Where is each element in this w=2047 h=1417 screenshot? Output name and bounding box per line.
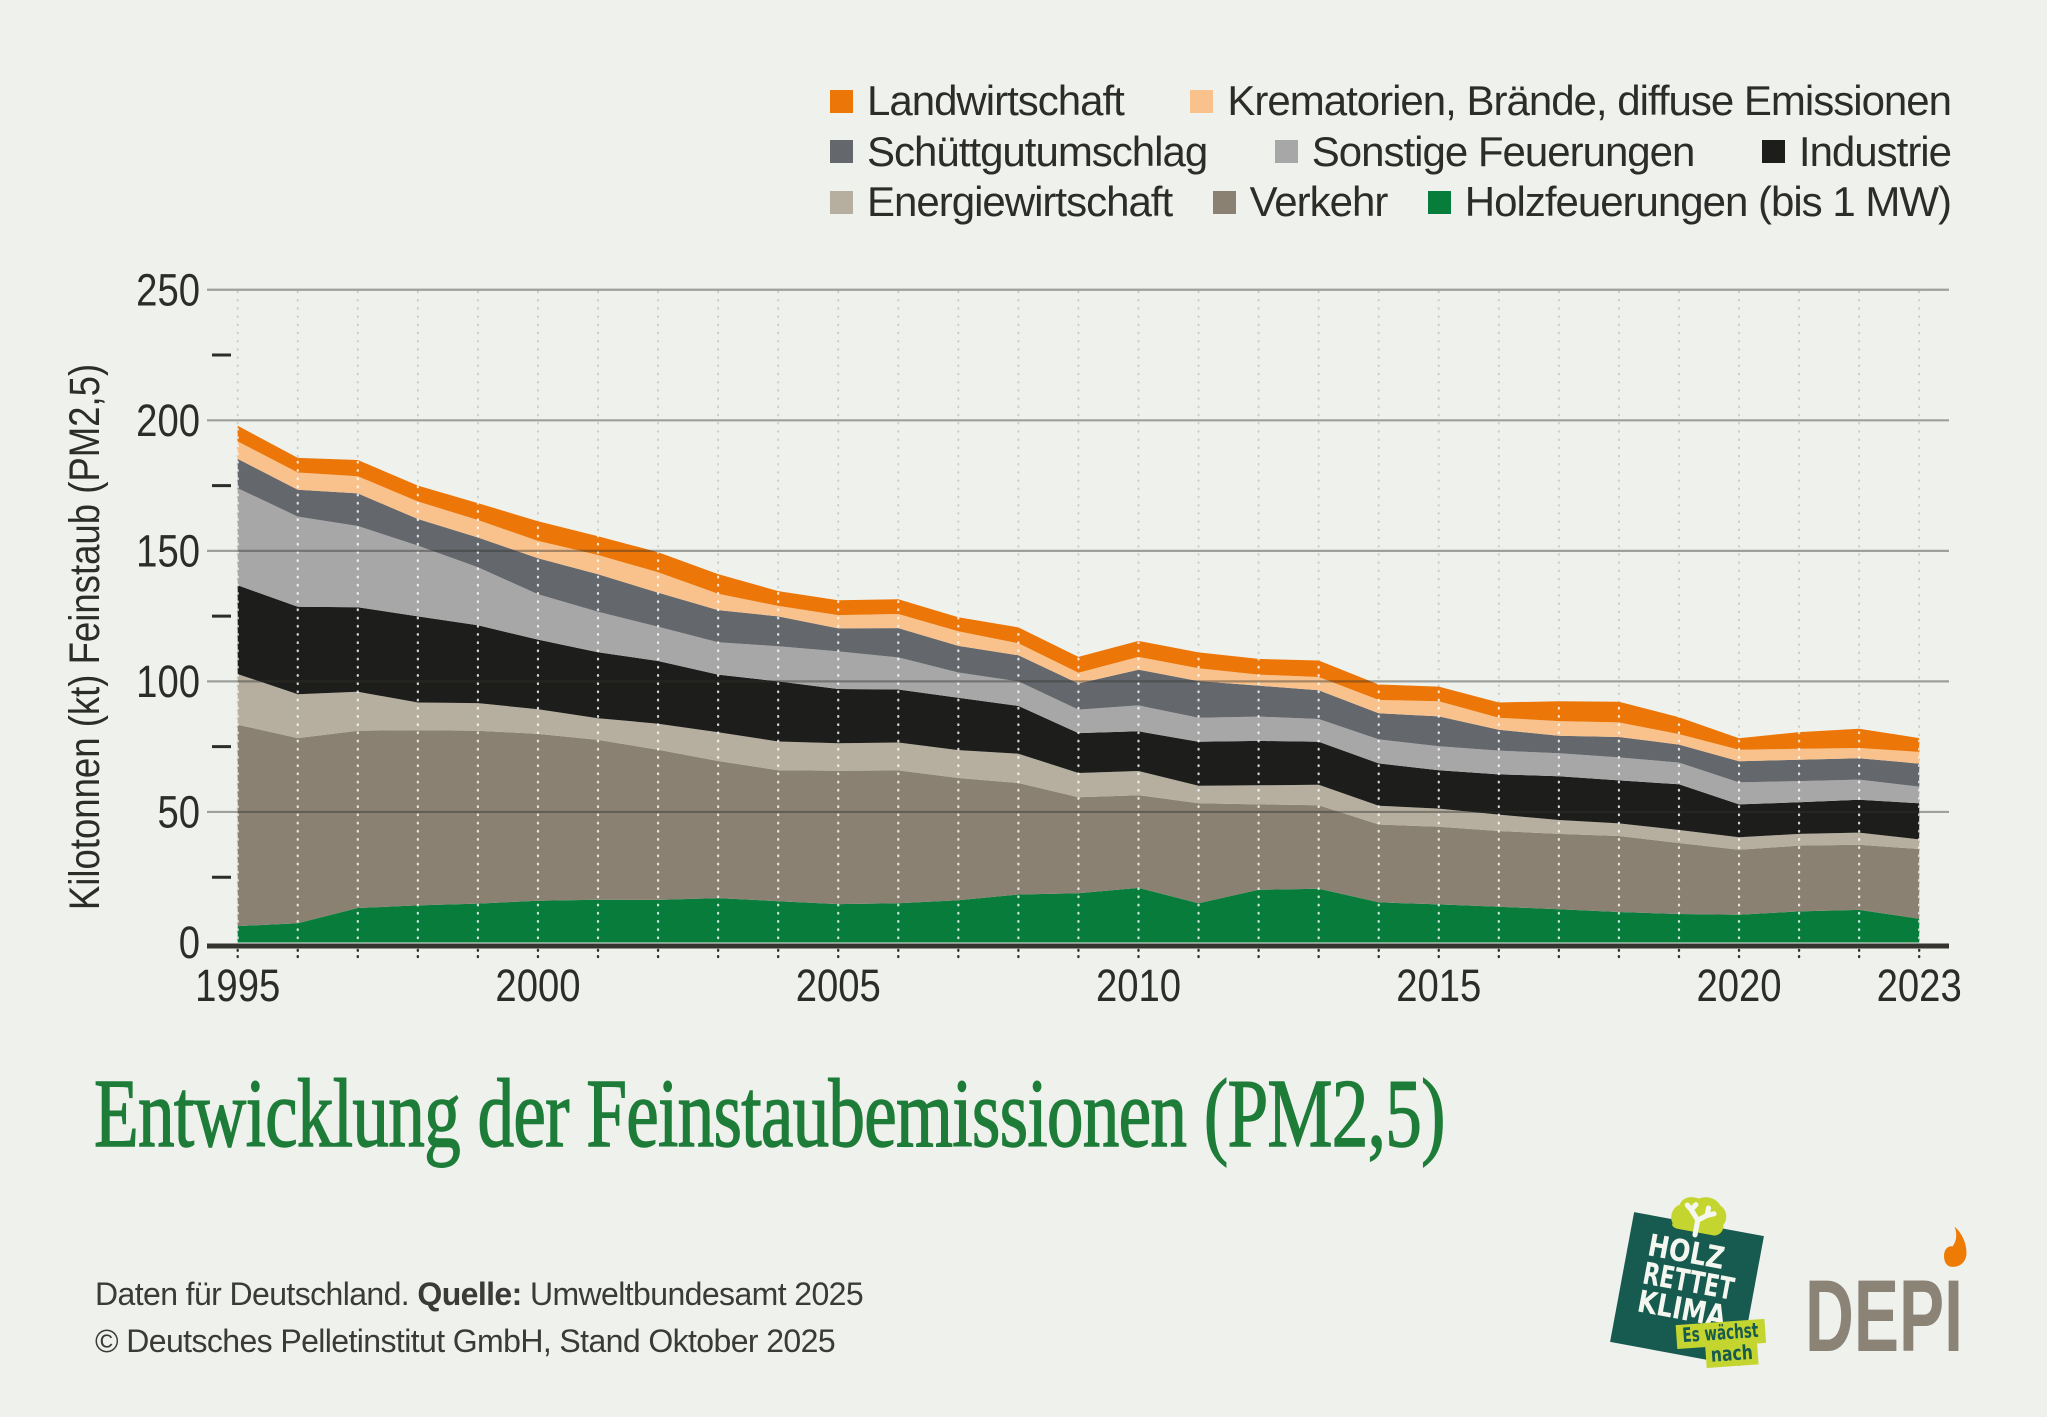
copyright-line: © Deutsches Pelletinstitut GmbH, Stand O… [95,1323,836,1359]
legend-swatch [1761,140,1785,164]
x-tick-label-2023: 2023 [1877,960,1962,1011]
legend-label: Sonstige Feuerungen [1311,127,1696,175]
area-industrie [237,585,1920,840]
legend-row-3: Energiewirtschaft Verkehr Holzfeuerungen (… [830,177,1952,228]
legend-label: Krematorien, Brände, diffuse Emissionen [1227,77,1952,125]
legend-row-1: Landwirtschaft Krematorien, Brände, diffu… [830,76,1952,127]
chart-legend: Landwirtschaft Krematorien, Brände, diffu… [830,76,1952,228]
source-note: Daten für Deutschland. Quelle: Umweltbun… [95,1271,864,1365]
legend-label: Energiewirtschaft [867,178,1173,226]
y-tick-label-0: 0 [179,917,200,968]
x-tick-label-2005: 2005 [796,960,881,1011]
y-tick-label-150: 150 [136,525,200,576]
chart-title: Entwicklung der Feinstaubemissionen (PM2… [93,1060,1446,1167]
source-prefix: Daten für Deutschland. [95,1276,410,1312]
legend-swatch [1190,89,1214,113]
source-line-1: Daten für Deutschland. Quelle: Umweltbun… [95,1271,864,1318]
y-tick-label-200: 200 [136,395,200,446]
y-tick-label-50: 50 [157,787,200,838]
legend-item-landwirtschaft: Landwirtschaft [830,77,1125,125]
legend-swatch [830,89,853,113]
legend-item-industrie: Industrie [1761,127,1952,175]
legend-label: Verkehr [1249,178,1389,226]
legend-item-krematorien-br-nde-diffuse-emissionen: Krematorien, Brände, diffuse Emissionen [1190,77,1952,125]
y-tick-label-250: 250 [136,264,200,315]
x-tick-label-1995: 1995 [195,960,280,1011]
x-tick-label-2015: 2015 [1396,960,1481,1011]
source-label: Quelle: [417,1276,522,1312]
source-name: Umweltbundesamt 2025 [529,1276,864,1312]
legend-swatch [1274,140,1298,164]
legend-label: Landwirtschaft [867,77,1125,125]
legend-label: Schüttgutumschlag [867,127,1208,175]
x-tick-label-2010: 2010 [1096,960,1181,1011]
legend-item-sch-ttgutumschlag: Schüttgutumschlag [830,127,1208,175]
x-tick-label-2020: 2020 [1696,960,1781,1011]
x-tick-label-2000: 2000 [495,960,580,1011]
legend-item-holzfeuerungen-bis-mw-: Holzfeuerungen (bis 1 MW) [1427,178,1952,226]
area-sonstige-feuerungen [237,488,1920,805]
legend-row-2: Schüttgutumschlag Sonstige Feuerungen Indu… [830,127,1952,178]
legend-item-verkehr: Verkehr [1212,178,1389,226]
legend-item-energiewirtschaft: Energiewirtschaft [830,178,1173,226]
legend-item-sonstige-feuerungen: Sonstige Feuerungen [1274,127,1696,175]
y-tick-label-100: 100 [136,656,200,707]
legend-swatch [830,140,853,164]
legend-label: Holzfeuerungen (bis 1 MW) [1464,178,1952,226]
legend-swatch [830,190,853,214]
y-axis-title: Kilotonnen (kt) Feinstaub (PM2,5) [61,364,108,910]
legend-label: Industrie [1798,127,1952,175]
legend-swatch [1427,190,1451,214]
legend-swatch [1212,190,1236,214]
